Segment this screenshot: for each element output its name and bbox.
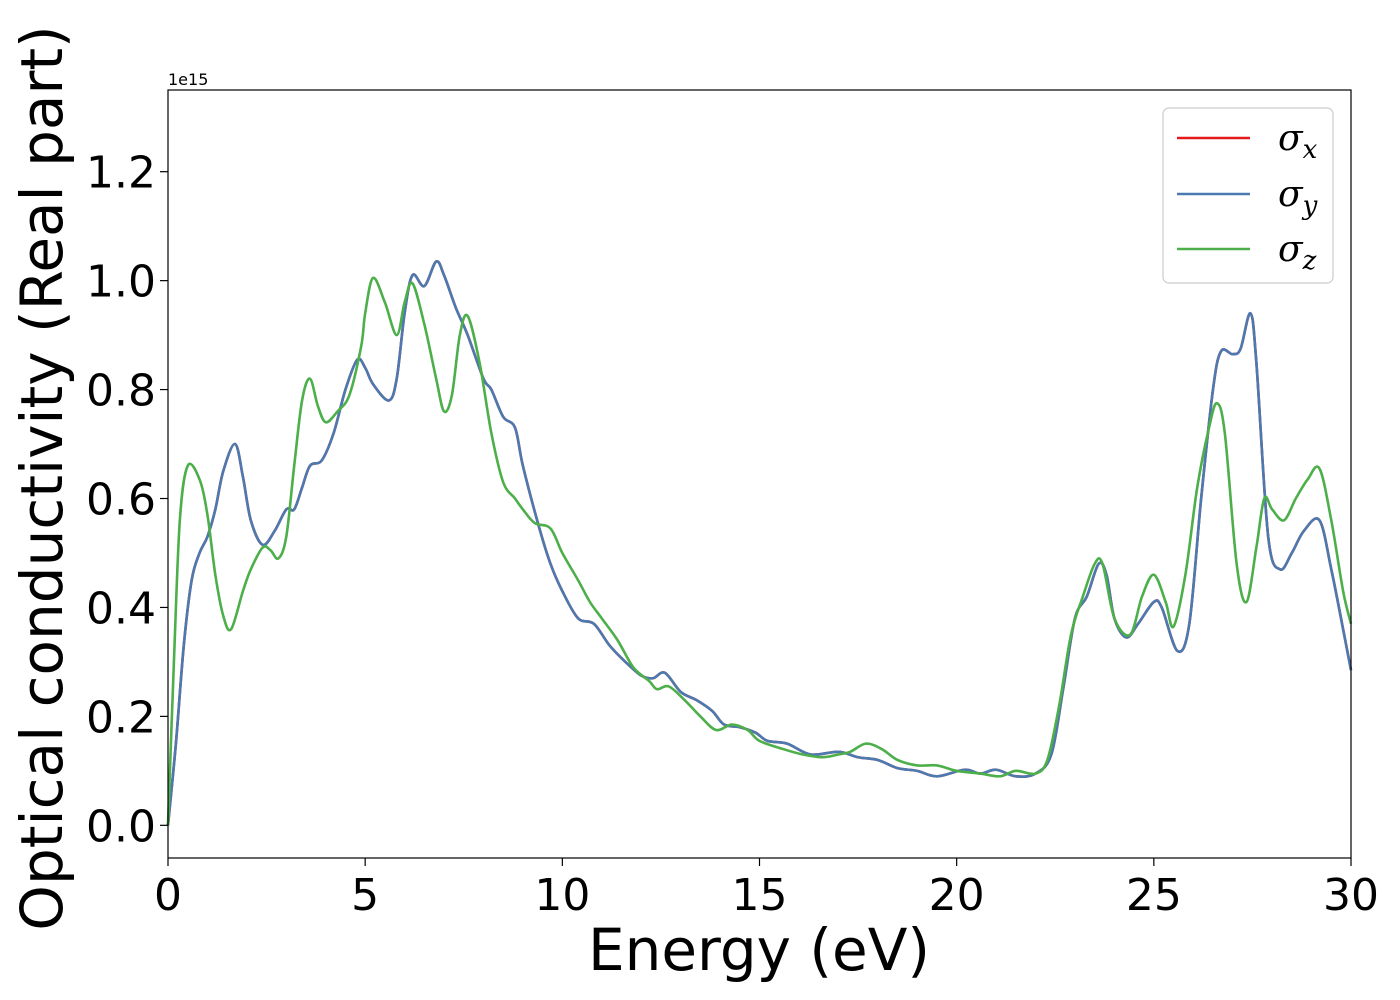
- x-tick-label: 30: [1323, 870, 1379, 921]
- y-tick-label: 1.0: [86, 257, 156, 308]
- x-tick-label: 0: [154, 870, 182, 921]
- x-axis: 0 5 10 15 20 25 30: [154, 858, 1379, 921]
- legend-label-sigma-x: σx: [1278, 118, 1318, 165]
- x-tick-label: 25: [1126, 870, 1182, 921]
- y-axis: 0.0 0.2 0.4 0.6 0.8 1.0 1.2: [86, 148, 168, 852]
- y-offset-label: 1e15: [168, 70, 208, 89]
- x-tick-label: 5: [351, 870, 379, 921]
- y-tick-label: 0.2: [86, 692, 156, 743]
- y-tick-label: 0.8: [86, 366, 156, 417]
- x-tick-label: 10: [534, 870, 590, 921]
- legend-label-sigma-y: σy: [1278, 174, 1318, 221]
- series-layer: [166, 260, 1353, 826]
- series-line-sigma-y: [166, 260, 1353, 826]
- x-tick-label: 20: [929, 870, 985, 921]
- legend: σx σy σz: [1162, 107, 1334, 284]
- y-axis-label: Optical conductivity (Real part): [8, 25, 76, 930]
- x-tick-label: 15: [732, 870, 788, 921]
- legend-box: [1162, 107, 1334, 284]
- y-tick-label: 1.2: [86, 148, 156, 199]
- legend-label-sigma-z: σz: [1278, 229, 1317, 276]
- series-line-sigma-z: [166, 276, 1353, 826]
- x-axis-label: Energy (eV): [588, 916, 930, 984]
- y-tick-label: 0.0: [86, 801, 156, 852]
- y-tick-label: 0.6: [86, 475, 156, 526]
- y-tick-label: 0.4: [86, 583, 156, 634]
